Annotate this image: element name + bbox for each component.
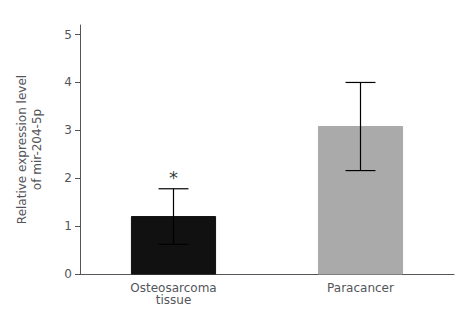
svg-text:tissue: tissue (156, 293, 192, 307)
svg-text:4: 4 (64, 75, 72, 89)
svg-text:*: * (169, 167, 178, 188)
svg-text:of mir-204-5p: of mir-204-5p (30, 109, 44, 190)
svg-text:1: 1 (64, 219, 72, 233)
svg-text:0: 0 (64, 267, 72, 281)
svg-text:5: 5 (64, 28, 72, 42)
svg-text:3: 3 (64, 123, 72, 137)
svg-text:Relative expression level: Relative expression level (15, 75, 29, 224)
svg-text:Paracancer: Paracancer (327, 281, 394, 295)
svg-text:Osteosarcoma: Osteosarcoma (130, 281, 217, 295)
svg-text:2: 2 (64, 171, 72, 185)
